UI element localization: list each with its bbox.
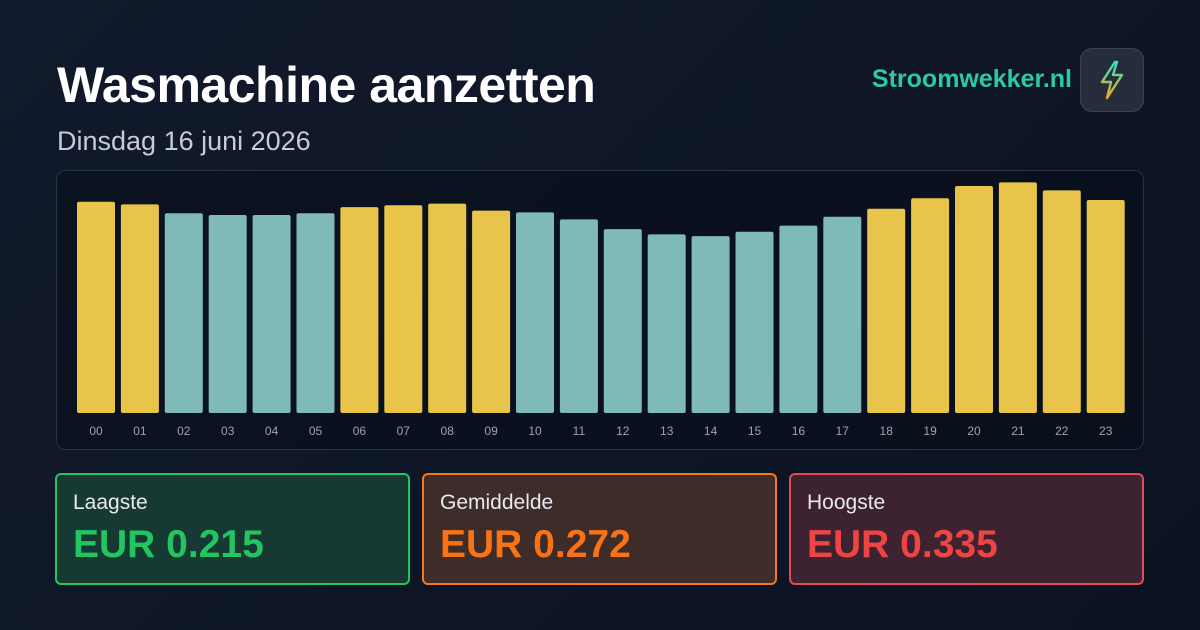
bar-hour-05 — [296, 213, 335, 413]
tick-label-11: 11 — [573, 424, 586, 438]
bar-hour-02 — [164, 213, 203, 413]
average-price-card: Gemiddelde EUR 0.272 — [422, 473, 777, 585]
bar-hour-10 — [516, 212, 554, 413]
highest-price-value: EUR 0.335 — [807, 523, 998, 566]
highest-price-card: Hoogste EUR 0.335 — [789, 473, 1144, 585]
tick-label-22: 22 — [1055, 424, 1069, 438]
bar-hour-07 — [384, 205, 423, 413]
bar-hour-16 — [779, 225, 818, 413]
average-price-label: Gemiddelde — [440, 491, 554, 514]
page-title: Wasmachine aanzetten — [57, 57, 596, 113]
tick-label-03: 03 — [221, 424, 235, 438]
bar-hour-20 — [955, 186, 993, 413]
bar-hour-08 — [428, 203, 467, 413]
price-bar-chart: 00 01 02 03 04 05 06 07 08 09 10 11 12 13 14 15 16 17 18 19… — [77, 182, 1125, 438]
bar-hour-09 — [472, 210, 511, 413]
lowest-price-card: Laagste EUR 0.215 — [55, 473, 410, 585]
highest-price-label: Hoogste — [807, 491, 886, 514]
lowest-price-label: Laagste — [73, 491, 148, 514]
date-subtitle: Dinsdag 16 juni 2026 — [57, 126, 311, 156]
bar-hour-11 — [559, 219, 598, 413]
tick-label-00: 00 — [89, 424, 103, 438]
tick-label-10: 10 — [528, 424, 542, 438]
tick-label-20: 20 — [967, 424, 981, 438]
bar-hour-18 — [867, 208, 906, 413]
bar-hour-21 — [998, 182, 1037, 413]
tick-label-19: 19 — [923, 424, 937, 438]
bar-hour-13 — [647, 234, 686, 413]
tick-label-23: 23 — [1099, 424, 1113, 438]
tick-label-15: 15 — [748, 424, 762, 438]
price-chart: 00 01 02 03 04 05 06 07 08 09 10 11 12 13 14 15 16 17 18 19… — [56, 170, 1144, 450]
tick-label-06: 06 — [353, 424, 367, 438]
tick-label-04: 04 — [265, 424, 279, 438]
bar-hour-22 — [1042, 190, 1081, 413]
tick-label-07: 07 — [397, 424, 411, 438]
tick-label-17: 17 — [836, 424, 850, 438]
tick-label-02: 02 — [177, 424, 191, 438]
bar-hour-03 — [208, 215, 247, 413]
bar-hour-17 — [823, 216, 862, 413]
bar-hour-12 — [603, 229, 642, 413]
bar-hour-23 — [1086, 200, 1125, 413]
bar-hour-00 — [77, 201, 115, 413]
lowest-price-value: EUR 0.215 — [73, 523, 264, 566]
tick-label-18: 18 — [880, 424, 894, 438]
bar-hour-01 — [120, 204, 159, 413]
average-price-value: EUR 0.272 — [440, 523, 631, 566]
brand-name[interactable]: Stroomwekker.nl — [871, 65, 1072, 93]
tick-label-14: 14 — [704, 424, 718, 438]
tick-label-12: 12 — [616, 424, 630, 438]
tick-label-16: 16 — [792, 424, 806, 438]
bar-hour-15 — [735, 231, 774, 413]
tick-label-13: 13 — [660, 424, 674, 438]
tick-label-05: 05 — [309, 424, 323, 438]
bar-hour-06 — [340, 207, 379, 413]
tick-label-08: 08 — [441, 424, 455, 438]
lightning-bolt-icon — [1100, 60, 1124, 100]
bar-hour-04 — [252, 215, 291, 413]
bar-hour-14 — [691, 236, 730, 413]
tick-label-01: 01 — [133, 424, 147, 438]
logo[interactable] — [1080, 48, 1144, 112]
tick-label-21: 21 — [1011, 424, 1025, 438]
bar-hour-19 — [911, 198, 950, 413]
tick-label-09: 09 — [484, 424, 498, 438]
